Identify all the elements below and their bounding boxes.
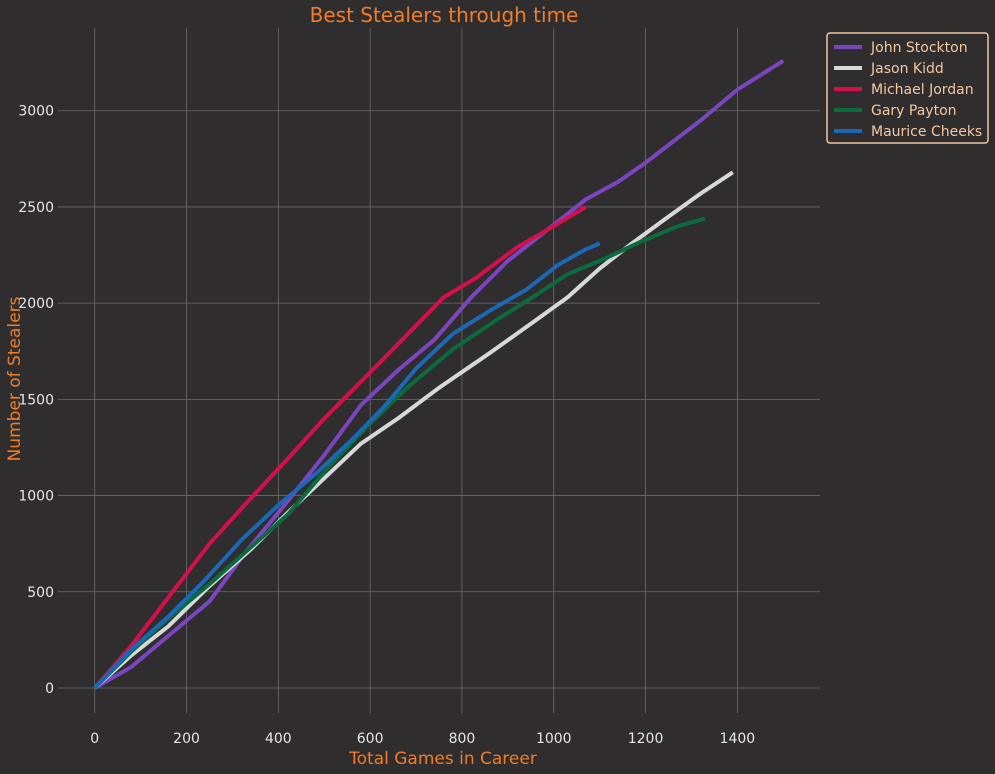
legend-box	[826, 32, 989, 144]
x-tick-label: 1200	[628, 731, 664, 747]
series-lines	[93, 59, 785, 690]
x-tick-label: 200	[173, 731, 200, 747]
legend-label-maurice-cheeks: Maurice Cheeks	[871, 124, 982, 140]
x-tick-label: 1400	[720, 731, 756, 747]
y-tick-label: 2000	[18, 296, 54, 312]
y-axis-title: Number of Stealers	[5, 296, 25, 461]
series-line-john-stockton	[93, 59, 785, 690]
x-axis-title: Total Games in Career	[348, 749, 537, 769]
x-tick-label: 1000	[536, 731, 572, 747]
x-tick-label: 400	[265, 731, 292, 747]
legend-label-john-stockton: John Stockton	[870, 40, 968, 56]
y-tick-label: 1500	[18, 392, 54, 408]
y-tick-label: 1000	[18, 489, 54, 505]
series-line-maurice-cheeks	[93, 241, 601, 690]
x-tick-label: 0	[90, 731, 99, 747]
series-line-jason-kidd	[93, 170, 734, 690]
y-tick-label: 2500	[18, 200, 54, 216]
x-tick-label: 800	[449, 731, 476, 747]
legend-label-jason-kidd: Jason Kidd	[870, 61, 944, 77]
legend-items: John Stockton Jason Kidd Michael Jordan Gar…	[834, 40, 982, 140]
x-tick-labels: 0 200 400 600 800 1000 1200 1400	[90, 731, 755, 747]
chart-title: Best Stealers through time	[310, 3, 579, 27]
series-line-gary-payton	[93, 216, 706, 690]
series-line-michael-jordan	[93, 205, 587, 690]
y-tick-label: 3000	[18, 104, 54, 120]
y-tick-label: 0	[45, 681, 54, 697]
x-tick-label: 600	[357, 731, 384, 747]
legend-label-gary-payton: Gary Payton	[871, 103, 957, 119]
y-tick-labels: 0 500 1000 1500 2000 2500 3000	[18, 104, 54, 697]
legend: John Stockton Jason Kidd Michael Jordan Gar…	[826, 32, 989, 144]
legend-label-michael-jordan: Michael Jordan	[871, 82, 974, 98]
y-tick-label: 500	[27, 585, 54, 601]
